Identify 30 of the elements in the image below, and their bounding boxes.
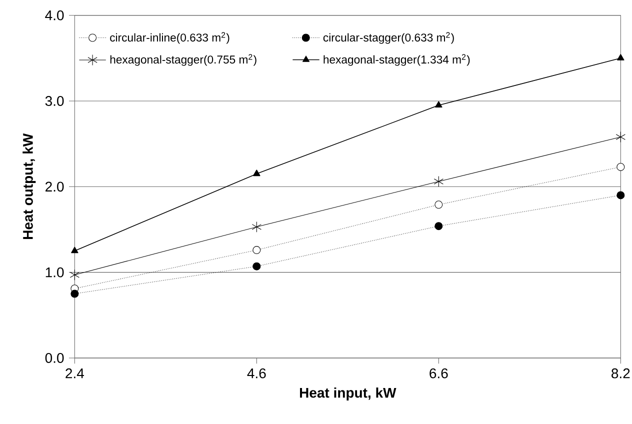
point (616, 191, 625, 200)
point (617, 54, 624, 60)
legend-label: hexagonal-stagger(1.334 m$^{2}$) (324, 54, 470, 66)
legend-label: hexagonal-stagger(0.755 m$^{2}$) (110, 54, 256, 66)
x-tick-label: 8.2 (612, 368, 630, 378)
point (616, 131, 626, 142)
y-tick-label: 2.0 (46, 182, 64, 192)
point (252, 262, 261, 270)
x-tick-label: 4.6 (247, 368, 266, 378)
point (434, 176, 444, 188)
point (70, 269, 80, 280)
x-tick-label: 2.4 (66, 368, 84, 378)
point (435, 101, 442, 108)
x-tick-label: 6.6 (430, 368, 448, 378)
point (252, 246, 261, 254)
y-tick-label: 0.0 (45, 353, 64, 363)
point (252, 221, 262, 232)
point (616, 162, 625, 171)
x-axis-title: Heat input, kW (300, 387, 396, 401)
legend-label: circular-inline(0.633 m$^{2}$) (110, 32, 230, 44)
point (71, 246, 78, 254)
point (434, 222, 443, 230)
y-tick-label: 1.0 (46, 267, 64, 278)
point (70, 290, 79, 298)
point (434, 200, 443, 209)
y-tick-label: 4.0 (45, 10, 64, 20)
point (253, 170, 260, 176)
y-tick-label: 3.0 (45, 96, 64, 106)
legend-label: circular-stagger(0.633 m$^{2}$) (323, 32, 454, 44)
y-axis-title: Heat output, kW (22, 133, 36, 239)
